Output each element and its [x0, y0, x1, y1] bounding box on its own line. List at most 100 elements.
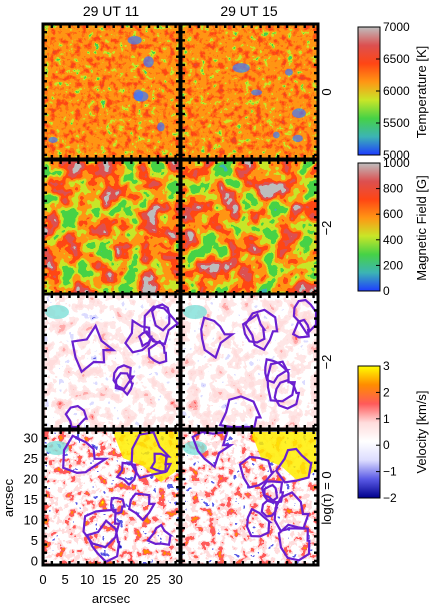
x-tick-label: 0: [39, 572, 46, 587]
colorbar-gradient: [357, 365, 381, 499]
field-contour: [191, 430, 235, 469]
cyan-region: [45, 305, 69, 319]
panel-grid: [41, 22, 320, 567]
colorbar-tick-label: −2: [383, 491, 397, 505]
row-label-2: −2: [319, 221, 334, 236]
heatmap-panel: [41, 292, 182, 431]
heatmap-panel: [179, 158, 320, 297]
cool-region: [292, 108, 306, 119]
field-contour: [150, 303, 171, 332]
colorbar-tick-label: 600: [383, 207, 403, 221]
y-tick-label: 10: [24, 513, 38, 528]
field-contour: [115, 461, 138, 487]
colorbar-label-temperature: Temperature [K]: [414, 46, 429, 139]
x-tick-label: 5: [61, 572, 68, 587]
colorbar-tick-label: 5500: [383, 116, 410, 130]
y-tick-label: 30: [24, 431, 38, 446]
y-axis-ticks: 0 5 10 15 20 25 30: [24, 431, 38, 569]
field-contour: [82, 508, 121, 549]
field-contour: [291, 318, 311, 339]
panel-tick-marks: [179, 430, 318, 565]
x-axis-ticks: 0 5 10 15 20 25 30: [39, 572, 182, 587]
colorbar-label-magnetic-field: Magnetic Field [G]: [414, 175, 429, 281]
panel-tick-marks: [41, 430, 180, 565]
upflow-region: [113, 432, 178, 482]
field-contour: [114, 372, 135, 397]
colorbar: 5000 5500 6000 6500 7000: [357, 20, 410, 162]
column-title-2: 29 UT 15: [220, 3, 278, 19]
panel-tick-marks: [41, 24, 180, 159]
field-contour: [147, 339, 168, 365]
field-contour: [277, 523, 311, 562]
cool-region: [285, 68, 293, 76]
colorbars: 5000550060006500700002004006008001000−2−…: [357, 20, 410, 505]
panel-tick-marks: [41, 294, 180, 429]
upflow-region: [251, 432, 316, 482]
row-label-1: 0: [319, 88, 334, 95]
heatmap-panel: [41, 22, 182, 161]
y-tick-label: 5: [31, 533, 38, 548]
y-tick-label: 15: [24, 492, 38, 507]
y-axis-label: arcsec: [1, 478, 16, 517]
colorbar-gradient: [357, 162, 381, 292]
x-tick-label: 20: [124, 572, 138, 587]
column-title-1: 29 UT 11: [83, 3, 140, 19]
row-label-3: −2: [319, 355, 334, 370]
field-contour: [266, 360, 297, 403]
field-contour: [146, 523, 174, 547]
field-contour: [245, 507, 273, 538]
heatmap-panel: [179, 292, 320, 431]
x-tick-label: 30: [168, 572, 182, 587]
cool-region: [157, 122, 165, 132]
field-contour: [260, 498, 279, 518]
colorbar-tick-label: 0: [383, 284, 390, 298]
cyan-region: [183, 441, 207, 455]
field-contour: [112, 364, 136, 391]
x-tick-label: 25: [146, 572, 160, 587]
colorbar-tick-label: 800: [383, 182, 403, 196]
y-tick-label: 25: [24, 451, 38, 466]
cool-region: [127, 35, 142, 45]
field-contour: [130, 431, 172, 480]
heatmap-panel: [41, 428, 182, 567]
panel-frame: [179, 428, 320, 567]
cyan-region: [183, 305, 207, 319]
colorbar-tick-label: 1: [383, 412, 390, 426]
field-contour: [200, 316, 236, 360]
colorbar-label-velocity: Velocity [km/s]: [414, 390, 429, 473]
row-label-4: log(τ) = 0: [319, 471, 334, 524]
colorbar-tick-label: 0: [383, 438, 390, 452]
cool-region: [134, 91, 149, 102]
field-contour: [241, 312, 267, 344]
colorbar-tick-label: 7000: [383, 20, 410, 34]
x-tick-label: 15: [102, 572, 116, 587]
cool-region: [48, 136, 58, 143]
colorbar-tick-label: 6000: [383, 84, 410, 98]
y-tick-label: 20: [24, 472, 38, 487]
field-contour: [292, 298, 318, 336]
field-contour: [62, 434, 110, 475]
colorbar: 0 200 400 600 800 1000: [357, 156, 410, 298]
x-axis-label: arcsec: [92, 591, 131, 606]
colorbar-tick-label: 200: [383, 258, 403, 272]
field-contour: [238, 455, 276, 489]
heatmap-panel: [179, 22, 320, 161]
y-tick-label: 0: [31, 553, 38, 568]
cool-region: [143, 56, 154, 68]
field-contour: [71, 323, 117, 374]
field-contour: [124, 318, 153, 354]
field-contour: [244, 308, 279, 352]
field-contour: [218, 395, 263, 429]
colorbar-tick-label: 5000: [383, 148, 410, 162]
colorbar-tick-label: 6500: [383, 52, 410, 66]
field-contour: [263, 483, 279, 503]
colorbar: −2 −1 0 1 2 3: [357, 359, 397, 505]
cool-region: [232, 63, 250, 73]
colorbar-tick-label: 3: [383, 359, 390, 373]
cool-region: [251, 89, 263, 96]
panel-tick-marks: [179, 294, 318, 429]
cool-region: [272, 131, 280, 139]
field-contour: [143, 305, 182, 346]
colorbar-tick-label: 400: [383, 233, 403, 247]
